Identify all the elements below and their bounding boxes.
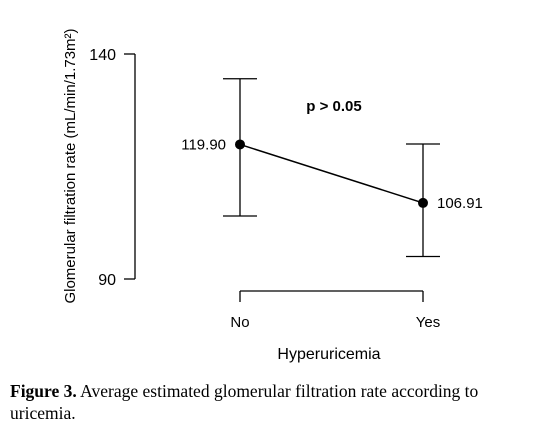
- series-line: [239, 143, 424, 204]
- data-label-no: 119.90: [181, 136, 226, 153]
- figure-caption: Figure 3. Average estimated glomerular f…: [10, 380, 546, 424]
- data-label-yes: 106.91: [437, 195, 483, 212]
- data-point-yes: [418, 197, 428, 208]
- data-marks: 119.90 106.91: [181, 78, 483, 258]
- x-axis-label: Hyperuricemia: [277, 346, 380, 363]
- x-tick-label-yes: Yes: [416, 314, 440, 331]
- x-tick-label-no: No: [230, 314, 249, 331]
- caption-text: Average estimated glomerular filtration …: [10, 381, 479, 423]
- data-point-no: [235, 139, 245, 150]
- p-value-annotation: p > 0.05: [306, 98, 361, 115]
- y-axis-label: Glomerular filtration rate (mL/min/1.73m…: [62, 28, 79, 303]
- caption-label: Figure 3.: [10, 381, 77, 401]
- y-tick-label-140: 140: [89, 47, 116, 64]
- y-tick-label-90: 90: [98, 272, 116, 289]
